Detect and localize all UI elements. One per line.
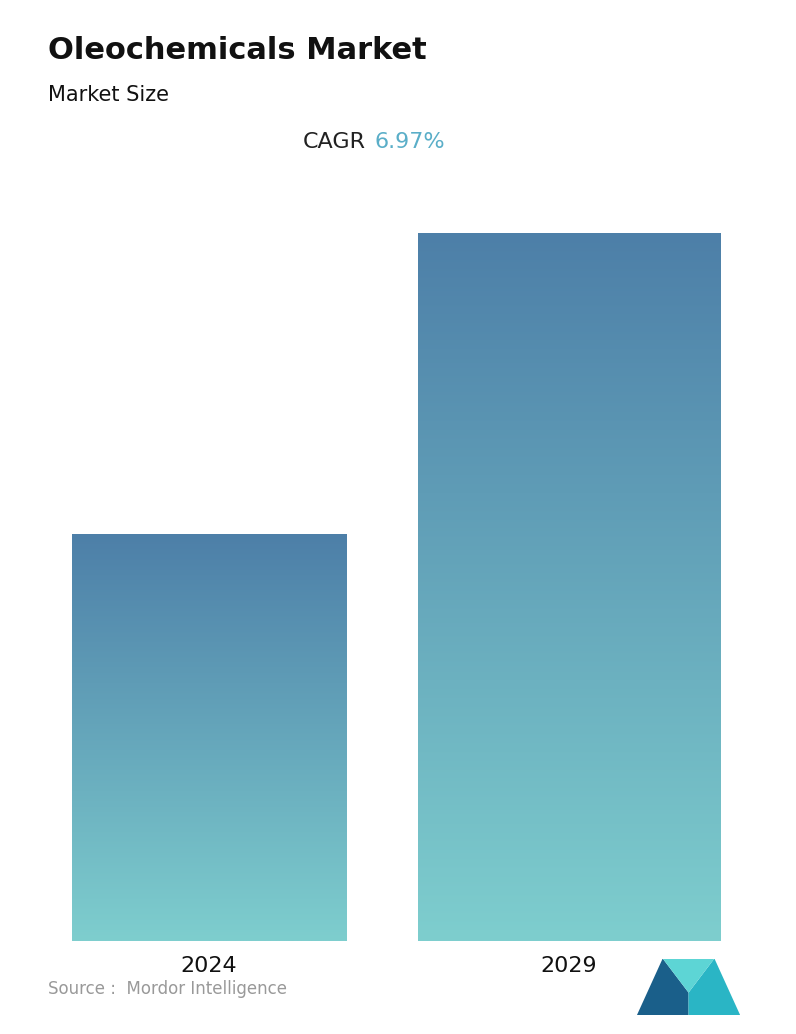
Text: CAGR: CAGR — [303, 132, 366, 152]
Text: Market Size: Market Size — [48, 85, 169, 104]
Text: 2029: 2029 — [540, 956, 598, 976]
Polygon shape — [689, 959, 740, 1015]
Polygon shape — [663, 959, 715, 993]
Text: 2024: 2024 — [181, 956, 237, 976]
Text: Source :  Mordor Intelligence: Source : Mordor Intelligence — [48, 980, 287, 998]
Polygon shape — [637, 959, 689, 1015]
Text: Oleochemicals Market: Oleochemicals Market — [48, 36, 427, 65]
Text: 6.97%: 6.97% — [374, 132, 445, 152]
